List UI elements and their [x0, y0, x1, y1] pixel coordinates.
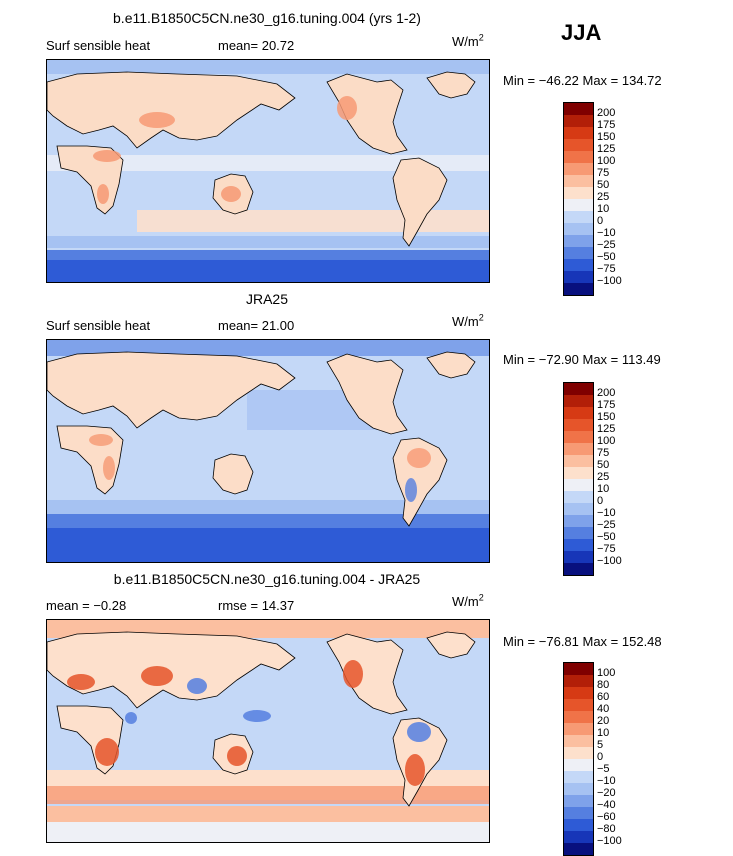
panel3-map — [46, 619, 490, 843]
panel3-colorbar — [563, 662, 594, 856]
panel1-map — [46, 59, 490, 283]
panel3-minmax: Min = −76.81 Max = 152.48 — [503, 634, 662, 649]
panel3-mean: mean = −0.28 — [46, 598, 127, 613]
panel1-mean: mean= 20.72 — [218, 38, 295, 53]
season-label: JJA — [561, 20, 602, 45]
panel1-minmax: Min = −46.22 Max = 134.72 — [503, 73, 662, 88]
panel1-title: b.e11.B1850C5CN.ne30_g16.tuning.004 (yrs… — [113, 10, 421, 26]
panel3-units: W/m2 — [452, 592, 484, 609]
panel2-minmax: Min = −72.90 Max = 113.49 — [503, 352, 661, 367]
panel2-colorbar — [563, 382, 594, 576]
panel3-rmse: rmse = 14.37 — [218, 598, 295, 613]
panel1-units: W/m2 — [452, 32, 484, 49]
panel1-variable-label: Surf sensible heat — [46, 38, 151, 53]
panel3-title: b.e11.B1850C5CN.ne30_g16.tuning.004 - JR… — [113, 571, 421, 587]
panel2-units: W/m2 — [452, 312, 484, 329]
panel2-variable-label: Surf sensible heat — [46, 318, 151, 333]
panel2-title: JRA25 — [245, 291, 289, 307]
panel2-mean: mean= 21.00 — [218, 318, 295, 333]
panel1-colorbar — [563, 102, 594, 296]
panel2-map — [46, 339, 490, 563]
